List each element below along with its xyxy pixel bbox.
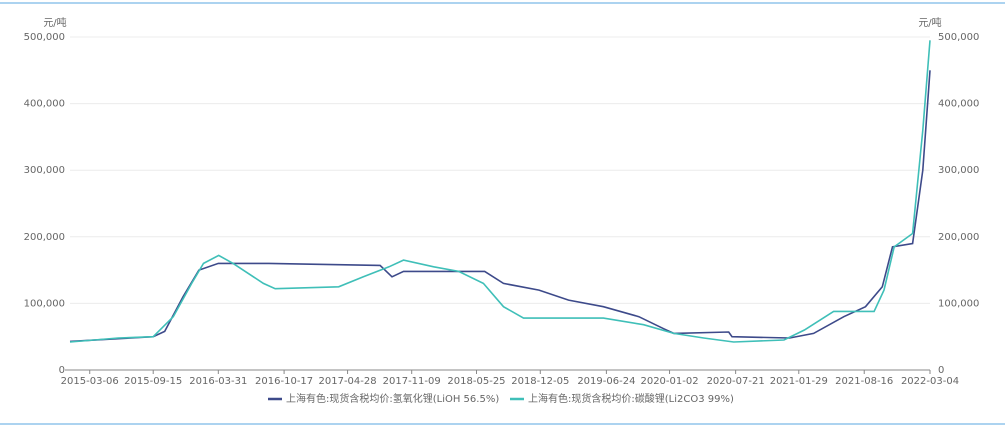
x-tick-label: 2018-12-05 <box>511 376 569 387</box>
y2-tick-label: 500,000 <box>938 32 979 43</box>
x-tick-label: 2015-03-06 <box>61 376 119 387</box>
y2-tick-label: 300,000 <box>938 165 979 176</box>
y-tick-label: 400,000 <box>24 99 65 110</box>
y-tick-label: 500,000 <box>24 32 65 43</box>
x-tick-label: 2021-08-16 <box>835 376 893 387</box>
y2-axis-label: 元/吨 <box>918 16 941 29</box>
x-tick-label: 2016-10-17 <box>255 376 313 387</box>
x-tick-label: 2016-03-31 <box>189 376 247 387</box>
legend-label: 上海有色:现货含税均价:氢氧化锂(LiOH 56.5%) <box>286 392 499 405</box>
series-line <box>69 70 931 343</box>
x-tick-label: 2017-11-09 <box>383 376 441 387</box>
y-tick-label: 0 <box>59 365 65 376</box>
y-tick-label: 100,000 <box>24 298 65 309</box>
x-tick-label: 2020-07-21 <box>707 376 765 387</box>
y-axis-label: 元/吨 <box>43 16 66 29</box>
y2-tick-label: 400,000 <box>938 99 979 110</box>
series-line <box>69 40 931 343</box>
y-tick-label: 300,000 <box>24 165 65 176</box>
y2-tick-label: 200,000 <box>938 232 979 243</box>
x-tick-label: 2017-04-28 <box>319 376 377 387</box>
y2-tick-label: 0 <box>938 365 944 376</box>
x-tick-label: 2019-06-24 <box>577 376 635 387</box>
x-tick-label: 2022-03-04 <box>901 376 959 387</box>
legend-label: 上海有色:现货含税均价:碳酸锂(Li2CO3 99%) <box>528 392 734 405</box>
y2-tick-label: 100,000 <box>938 298 979 309</box>
y-tick-label: 200,000 <box>24 232 65 243</box>
x-tick-label: 2015-09-15 <box>124 376 182 387</box>
x-tick-label: 2021-01-29 <box>770 376 828 387</box>
x-tick-label: 2020-01-02 <box>640 376 698 387</box>
x-tick-label: 2018-05-25 <box>447 376 505 387</box>
